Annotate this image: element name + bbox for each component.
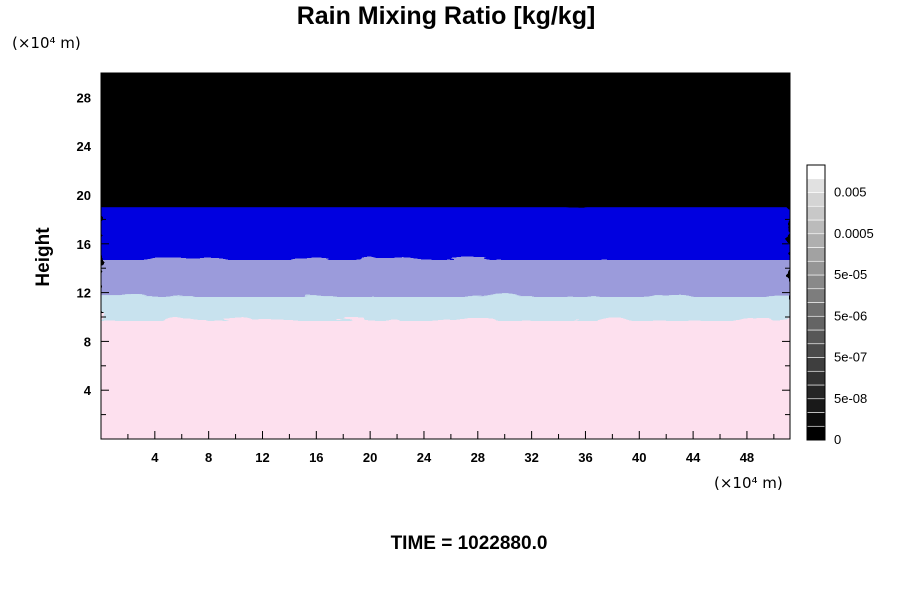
x-tick-label: 32 bbox=[524, 450, 538, 465]
colorbar-tick-label: 0.0005 bbox=[834, 226, 874, 241]
colorbar-level bbox=[806, 205, 826, 221]
field-band-3 bbox=[101, 203, 790, 260]
colorbar-level bbox=[806, 370, 826, 386]
colorbar-level bbox=[806, 192, 826, 207]
colorbar-frame bbox=[806, 164, 826, 441]
colorbar-level bbox=[806, 384, 826, 400]
y-tick-label: 8 bbox=[84, 334, 91, 349]
x-tick-label: 12 bbox=[255, 450, 269, 465]
colorbar: 0 5e-08 5e-07 5e-06 5e-05 0.0005 0.005 bbox=[806, 164, 874, 447]
colorbar-level bbox=[806, 164, 826, 180]
colorbar-level bbox=[806, 329, 826, 345]
field-band-top bbox=[101, 73, 790, 195]
colorbar-tick-label: 5e-07 bbox=[834, 350, 867, 365]
x-tick-label: 36 bbox=[578, 450, 592, 465]
colorbar-tick-label: 0.005 bbox=[834, 185, 867, 200]
field-bands bbox=[101, 73, 790, 439]
colorbar-level bbox=[806, 247, 826, 262]
colorbar-tick-label: 5e-05 bbox=[834, 267, 867, 282]
colorbar-level bbox=[806, 398, 826, 413]
time-label: TIME = 1022880.0 bbox=[391, 533, 548, 554]
x-tick-label: 4 bbox=[151, 450, 159, 465]
y-tick-label: 24 bbox=[77, 139, 92, 154]
colorbar-level bbox=[806, 233, 826, 248]
colorbar-level bbox=[806, 219, 826, 235]
colorbar-level bbox=[806, 412, 826, 427]
y-axis: 4 8 12 16 20 24 28 bbox=[77, 90, 790, 416]
x-tick-label: 44 bbox=[686, 450, 701, 465]
field-band-0 bbox=[101, 313, 790, 439]
x-unit-label: (×10⁴ m) bbox=[714, 474, 783, 492]
colorbar-tick-label: 5e-08 bbox=[834, 391, 867, 406]
y-tick-label: 12 bbox=[77, 286, 91, 301]
plot-frame bbox=[100, 72, 791, 440]
colorbar-level bbox=[806, 425, 826, 441]
colorbar-level bbox=[806, 288, 826, 303]
x-tick-label: 40 bbox=[632, 450, 646, 465]
x-tick-label: 28 bbox=[471, 450, 485, 465]
x-tick-label: 20 bbox=[363, 450, 377, 465]
colorbar-level bbox=[806, 260, 826, 276]
colorbar-level bbox=[806, 274, 826, 290]
y-tick-label: 4 bbox=[84, 383, 92, 398]
x-tick-label: 48 bbox=[740, 450, 754, 465]
colorbar-tick-label: 5e-06 bbox=[834, 308, 867, 323]
colorbar-level bbox=[806, 302, 826, 317]
colorbar-level bbox=[806, 315, 826, 331]
colorbar-level bbox=[806, 357, 826, 372]
colorbar-level bbox=[806, 178, 826, 193]
colorbar-tick-label: 0 bbox=[834, 432, 841, 447]
y-axis-label: Height bbox=[33, 227, 54, 287]
colorbar-level bbox=[806, 343, 826, 358]
y-tick-label: 20 bbox=[77, 188, 91, 203]
x-tick-label: 24 bbox=[417, 450, 432, 465]
y-tick-label: 16 bbox=[77, 237, 91, 252]
y-tick-label: 28 bbox=[77, 90, 91, 105]
x-tick-label: 8 bbox=[205, 450, 212, 465]
x-tick-label: 16 bbox=[309, 450, 323, 465]
plot-area bbox=[100, 72, 791, 440]
y-unit-label: (×10⁴ m) bbox=[12, 34, 81, 52]
chart-title: Rain Mixing Ratio [kg/kg] bbox=[297, 2, 596, 30]
x-axis: 4 8 12 16 20 24 28 32 36 40 44 48 bbox=[127, 73, 775, 465]
